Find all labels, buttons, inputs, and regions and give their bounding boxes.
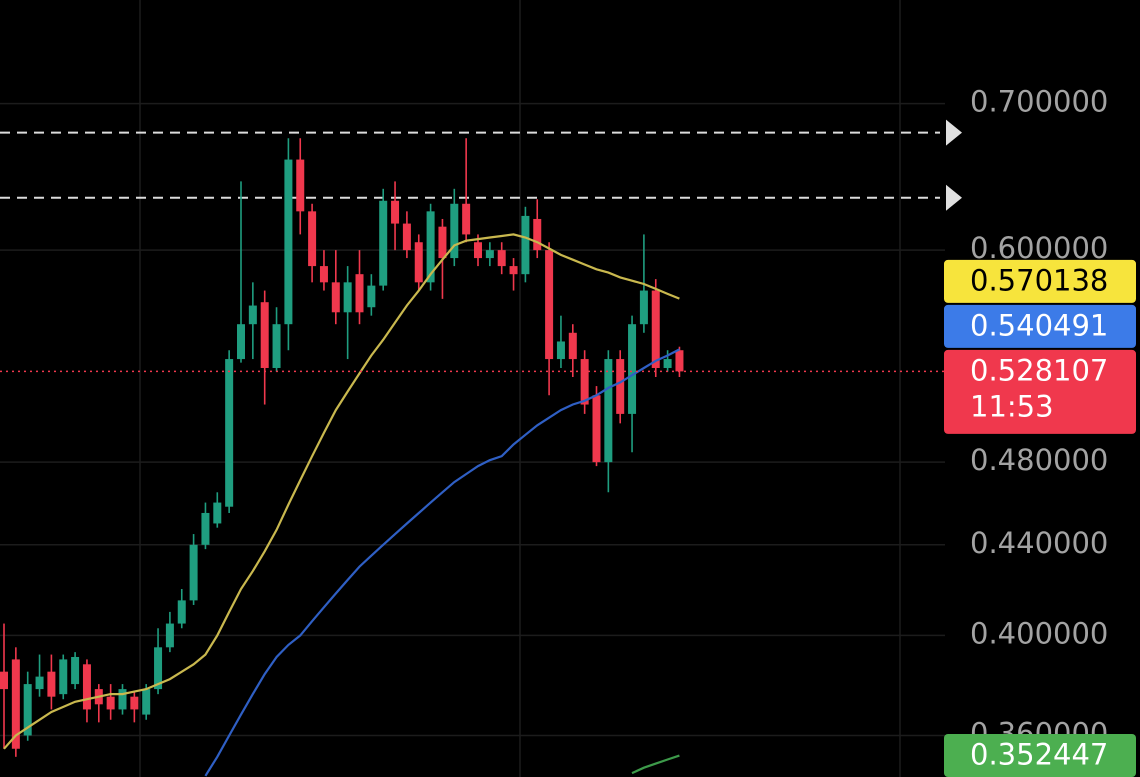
candle-body xyxy=(604,359,613,463)
moving-average-line xyxy=(3,233,680,750)
price-tag-label: 0.540491 xyxy=(970,308,1108,342)
candle-body xyxy=(23,684,32,736)
candle-body xyxy=(296,159,305,212)
candle-body xyxy=(142,689,151,715)
candle-body xyxy=(592,395,601,463)
candle-body xyxy=(284,159,293,325)
price-tag-label: 0.570138 xyxy=(970,263,1108,297)
price-tag-label: 0.528107 xyxy=(970,353,1108,387)
candle-body xyxy=(533,218,542,251)
y-tick-label: 0.400000 xyxy=(970,616,1108,650)
price-tag xyxy=(944,734,1136,777)
candle-body xyxy=(580,359,589,405)
candle-body xyxy=(47,671,56,697)
candle-body xyxy=(59,659,68,695)
candle-body xyxy=(355,274,364,313)
price-tag xyxy=(944,304,1136,348)
candle-body xyxy=(462,203,471,235)
candle-body xyxy=(213,502,222,524)
candle-body xyxy=(663,359,672,368)
candle-body xyxy=(402,223,411,251)
candle-body xyxy=(130,696,139,710)
candle-body xyxy=(0,671,8,690)
candle-body xyxy=(154,647,163,690)
candle-body xyxy=(628,324,637,414)
candle-body xyxy=(11,659,20,749)
candle-body xyxy=(616,359,625,414)
candle-body xyxy=(367,285,376,308)
candle-body xyxy=(639,290,648,325)
y-tick-label: 0.600000 xyxy=(970,231,1108,265)
moving-average-line xyxy=(631,754,680,775)
alert-marker xyxy=(946,119,962,146)
candle-body xyxy=(343,282,352,313)
candle-body xyxy=(118,689,127,710)
price-tag-label: 0.352447 xyxy=(970,738,1108,772)
alert-marker xyxy=(946,184,962,211)
candle-body xyxy=(521,215,530,275)
y-tick-label: 0.480000 xyxy=(970,443,1108,477)
candle-body xyxy=(485,250,494,259)
candle-body xyxy=(391,200,400,224)
candle-body xyxy=(260,302,269,368)
plot-area xyxy=(0,131,945,777)
price-tag xyxy=(944,349,1136,434)
candle-body xyxy=(568,332,577,360)
countdown-label: 11:53 xyxy=(970,389,1054,423)
candle-body xyxy=(545,250,554,360)
candle-body xyxy=(497,250,506,267)
candle-body xyxy=(272,324,281,368)
candle-body xyxy=(71,656,80,685)
candle-body xyxy=(106,696,115,710)
candle-body xyxy=(450,203,459,259)
candle-body xyxy=(426,211,435,283)
candle-body xyxy=(248,305,257,325)
candle-body xyxy=(379,200,388,286)
candle-body xyxy=(414,242,423,283)
candle-body xyxy=(331,282,340,313)
moving-average-line xyxy=(204,348,680,777)
candle-body xyxy=(201,512,210,545)
candle-body xyxy=(225,359,234,507)
candle-body xyxy=(308,211,317,267)
candle-body xyxy=(35,676,44,690)
candle-body xyxy=(82,664,91,710)
candle-body xyxy=(651,290,660,368)
price-tag xyxy=(944,259,1136,303)
y-tick-label: 0.440000 xyxy=(970,526,1108,560)
candle-body xyxy=(189,544,198,601)
candle-body xyxy=(474,242,482,259)
candle-body xyxy=(438,226,447,259)
candle-body xyxy=(556,341,565,360)
candle-body xyxy=(165,623,174,648)
candle-body xyxy=(177,600,186,624)
grid xyxy=(0,102,945,737)
candle-body xyxy=(237,324,245,360)
y-tick-label: 0.700000 xyxy=(970,85,1108,119)
candle-body xyxy=(319,266,328,283)
candle-body xyxy=(509,266,518,275)
candle-body xyxy=(675,350,684,372)
